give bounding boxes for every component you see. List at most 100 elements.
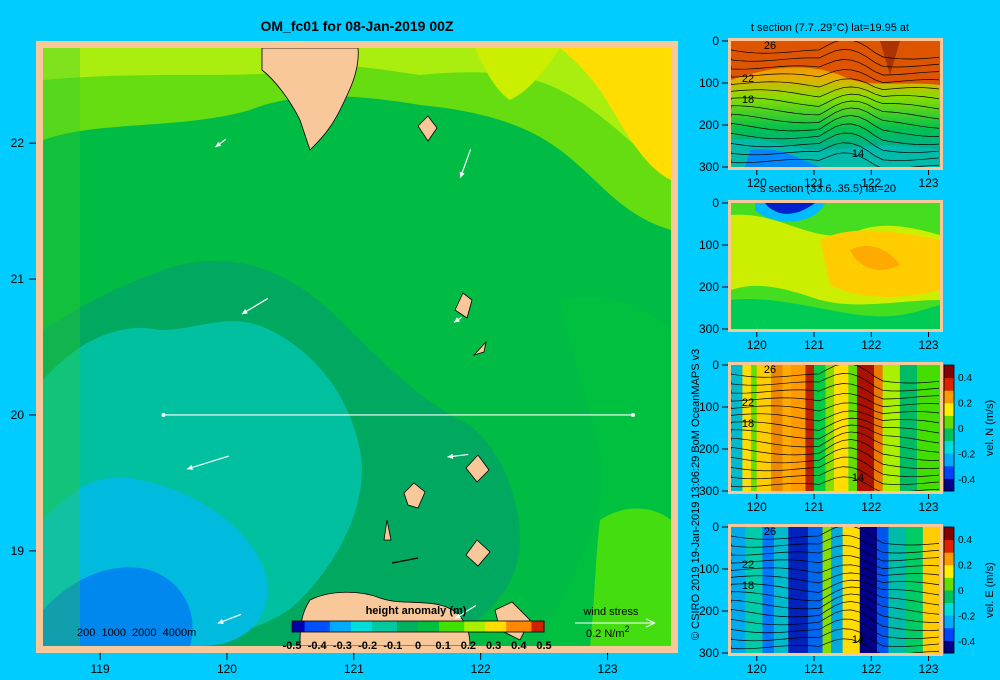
velocity-colorbar-swatch [944,377,954,391]
section-y-tick-label: 0 [712,34,719,48]
velocity-colorbar-tick: 0 [958,586,964,597]
velocity-colorbar-label: vel. N (m/s) [984,400,996,456]
section-y-tick-label: 200 [699,118,719,132]
section-y-tick-label: 100 [699,76,719,90]
colorbar-swatch [329,621,335,632]
section-y-tick-label: 100 [699,400,719,414]
velocity-colorbar-swatch [944,527,954,541]
velocity-colorbar-swatch [944,465,954,479]
wind-arrow [454,605,477,620]
velocity-colorbar-swatch [944,640,954,654]
contour-label: 18 [742,580,754,592]
colorbar-tick-label: -0.5 [283,640,302,652]
colorbar-swatch [430,621,436,632]
velocity-colorbar-label: vel. E (m/s) [984,562,996,618]
colorbar-swatch [363,621,369,632]
colorbar-swatch [535,621,541,632]
colorbar-swatch [481,621,486,632]
velocity-colorbar-swatch [944,539,954,553]
section-x-tick-label: 121 [804,662,824,676]
map-y-tick-label: 21 [11,272,25,286]
colorbar-swatch [510,621,516,632]
section-y-tick-label: 300 [699,322,719,336]
colorbar-swatch [300,621,306,632]
velocity-colorbar-swatch [944,390,954,404]
colorbar-swatch [518,621,524,632]
colorbar-swatch [317,621,322,632]
colorbar-tick-label: 0.5 [536,640,551,652]
section-y-tick-label: 100 [699,238,719,252]
colorbar-swatch [434,621,440,632]
velocity-colorbar-tick: 0 [958,424,964,435]
velocity-colorbar-tick: -0.2 [958,612,976,623]
colorbar-tick-label: -0.2 [358,640,377,652]
wind-arrow [215,138,227,148]
section-y-tick-label: 200 [699,280,719,294]
colorbar-swatch [392,621,398,632]
colorbar-swatch [443,621,448,632]
velocity-colorbars: 0.4 0.2 0 -0.2 -0.4 vel. N (m/s) 0.4 0.2 0 -0.2 -0… [943,364,996,654]
velocity-colorbar-swatch [944,365,954,379]
velocity-colorbar-swatch [944,428,954,442]
velocity-colorbar-tick: -0.4 [958,637,976,648]
wind-arrows [186,138,477,624]
velocity-colorbar-swatch [944,590,954,604]
wind-arrow [217,613,242,624]
contour-label: 26 [764,526,776,538]
colorbar-swatch [418,621,423,632]
colorbar-swatch [497,621,503,632]
colorbar-swatch [308,621,314,632]
colorbar-swatch [493,621,499,632]
contour-label: 22 [742,559,754,571]
colorbar-swatch [304,621,310,632]
map-x-tick-label: 122 [471,662,491,676]
t-section-field [731,41,940,167]
contour-label: 14 [852,148,864,160]
colorbar-swatch [350,621,356,632]
colorbar-swatch [359,621,364,632]
colorbar-swatch [334,621,339,632]
colorbar-swatch [397,621,402,632]
section-x-tick-label: 123 [919,662,939,676]
wind-arrow [459,149,472,179]
velocity-colorbar-tick: 0.4 [958,373,972,384]
colorbar-swatch [426,621,432,632]
velocity-colorbar-swatch [944,440,954,454]
section-x-tick-label: 122 [861,176,881,190]
contour-label: 18 [742,418,754,430]
velocity-colorbar-swatch [944,602,954,616]
section-y-tick-label: 300 [699,646,719,660]
colorbar-swatch [296,621,301,632]
ve-section-contour-labels: 26 22 18 14 [742,526,864,646]
map-y-tick-label: 20 [11,408,25,422]
map-x-tick-label: 123 [598,662,618,676]
velocity-colorbar-tick: 0.2 [958,399,972,410]
velocity-colorbar-swatch [944,564,954,578]
section-x-tick-label: 120 [747,500,767,514]
colorbar-tick-label: -0.4 [308,640,328,652]
colorbar-swatch [506,621,511,632]
section-y-tick-label: 300 [699,160,719,174]
section-y-tick-label: 200 [699,442,719,456]
map-field [43,48,671,646]
ve-section-field [731,527,940,653]
velocity-colorbar-swatch [944,453,954,467]
colorbar-tick-label: 0 [415,640,421,652]
wind-arrow [241,297,269,315]
section-x-tick-label: 121 [804,500,824,514]
section-line [161,412,635,417]
colorbar-tick-label: -0.1 [383,640,402,652]
velocity-colorbar-swatch [944,615,954,629]
velocity-colorbar-swatch [944,402,954,416]
vn-section-field [731,365,940,491]
map-x-tick-label: 119 [91,662,110,676]
colorbar-swatch [313,621,318,632]
velocity-colorbar-swatch [944,577,954,591]
colorbar-swatch [355,621,360,632]
velocity-colorbar-swatch [944,552,954,566]
colorbar-tick-label: 0.2 [461,640,476,652]
t-section-title: t section (7.7..29°C) lat=19.95 at [751,22,909,34]
colorbar-swatch [388,621,394,632]
colorbar-swatch [502,621,507,632]
colorbar-swatch [451,621,457,632]
